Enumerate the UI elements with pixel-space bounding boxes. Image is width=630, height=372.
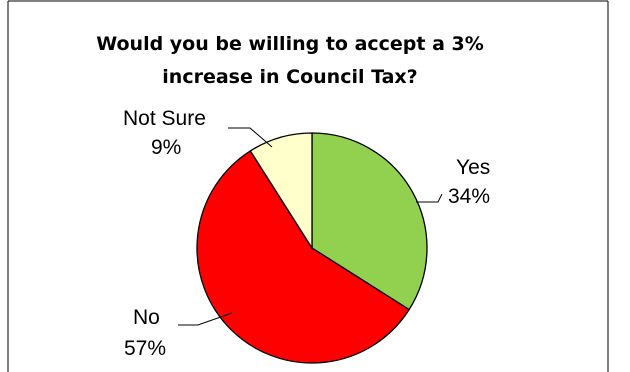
pie-slice-yes — [311, 132, 428, 311]
pie-slice-no — [196, 150, 410, 364]
data-label-not-sure-name: Not Sure — [123, 107, 206, 130]
leader-line-yes — [416, 193, 443, 203]
data-label-not-sure-value: 9% — [151, 136, 181, 159]
pie-slices — [196, 132, 428, 364]
pie-slice-not-sure — [249, 132, 313, 251]
leader-line-no — [178, 312, 233, 326]
leader-line-not-sure — [228, 127, 273, 148]
data-label-no-name: No — [133, 306, 160, 329]
data-label-no-value: 57% — [124, 337, 166, 360]
data-label-yes-value: 34% — [448, 185, 490, 208]
chart-title-line-2: increase in Council Tax? — [162, 66, 417, 88]
chart-title-line-1: Would you be willing to accept a 3% — [96, 33, 484, 55]
data-label-yes-name: Yes — [456, 156, 490, 179]
